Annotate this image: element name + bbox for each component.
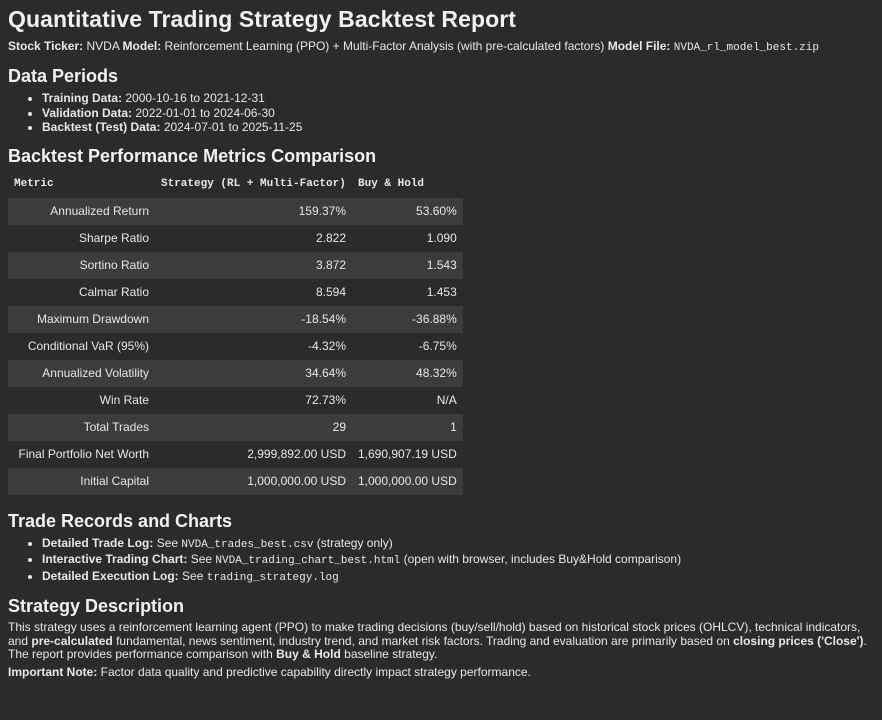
list-item: Training Data: 2000-10-16 to 2021-12-31 <box>42 91 874 106</box>
metric-name: Annualized Volatility <box>8 359 155 387</box>
list-item: Validation Data: 2022-01-01 to 2024-06-3… <box>42 106 874 121</box>
list-item: Interactive Trading Chart: See NVDA_trad… <box>42 552 874 569</box>
period-label: Validation Data: <box>42 105 133 120</box>
metrics-heading: Backtest Performance Metrics Comparison <box>8 145 377 166</box>
buyhold-value: 1.453 <box>426 285 457 299</box>
record-pre: See <box>182 568 204 583</box>
model-file-label: Model File: <box>607 39 671 53</box>
table-row: Initial Capital 1,000,000.00 USD 1,000,000… <box>8 467 463 495</box>
table-header-row: Metric Strategy (RL + Multi-Factor) Buy … <box>8 171 463 198</box>
table-row: Total Trades 29 1 <box>8 413 463 441</box>
trade-records-list: Detailed Trade Log: See NVDA_trades_best… <box>8 536 874 586</box>
strategy-value: -18.54% <box>155 305 352 333</box>
report-meta: Stock Ticker: NVDA Model: Reinforcement … <box>8 39 874 54</box>
strategy-value: 72.73% <box>305 393 346 407</box>
record-post: (open with browser, includes Buy&Hold co… <box>403 552 682 566</box>
metric-name: Win Rate <box>99 393 149 407</box>
period-value: 2024-07-01 to 2025-11-25 <box>163 120 303 134</box>
desc-text: baseline strategy. <box>344 647 438 661</box>
buyhold-value: -6.75% <box>418 339 457 353</box>
metric-name: Sharpe Ratio <box>78 231 149 245</box>
list-item: Detailed Execution Log: See trading_stra… <box>42 569 874 586</box>
report-page: Quantitative Trading Strategy Backtest R… <box>0 0 882 679</box>
metric-name: Calmar Ratio <box>78 285 149 299</box>
ticker-label: Stock Ticker: <box>8 39 84 53</box>
record-label: Interactive Trading Chart: <box>42 552 188 566</box>
buyhold-value: N/A <box>436 393 457 407</box>
metric-name: Annualized Return <box>8 197 155 225</box>
period-value: 2022-01-01 to 2024-06-30 <box>135 105 275 120</box>
desc-emphasis: closing prices ('Close') <box>733 633 864 648</box>
metric-name: Maximum Drawdown <box>8 305 155 333</box>
metric-name: Conditional VaR (95%) <box>27 339 149 353</box>
record-post: (strategy only) <box>316 535 393 550</box>
model-label: Model: <box>122 39 162 53</box>
buyhold-value: 1.543 <box>352 251 463 279</box>
data-periods-heading: Data Periods <box>8 66 119 86</box>
table-row: Annualized Volatility 34.64% 48.32% <box>8 359 463 387</box>
table-row: Final Portfolio Net Worth 2,999,892.00 US… <box>8 441 463 468</box>
buyhold-value: 48.32% <box>352 359 463 387</box>
file-name: trading_strategy.log <box>206 571 339 584</box>
table-row: Sortino Ratio 3.872 1.543 <box>8 251 463 279</box>
list-item: Backtest (Test) Data: 2024-07-01 to 2025… <box>42 120 874 135</box>
metrics-table: Metric Strategy (RL + Multi-Factor) Buy … <box>8 171 463 495</box>
note-text: Factor data quality and predictive capab… <box>100 664 531 679</box>
note-label: Important Note: <box>8 664 98 679</box>
table-row: Win Rate 72.73% N/A <box>8 387 463 414</box>
buyhold-value: 1,000,000.00 USD <box>352 467 463 495</box>
buyhold-value: 1,690,907.19 USD <box>358 447 457 461</box>
record-label: Detailed Execution Log: <box>42 568 179 583</box>
strategy-value: 3.872 <box>155 251 352 279</box>
important-note: Important Note: Factor data quality and … <box>8 664 874 680</box>
column-header: Metric <box>14 177 54 190</box>
record-pre: See <box>190 552 213 566</box>
file-name: NVDA_trades_best.csv <box>181 538 314 551</box>
model-value: Reinforcement Learning (PPO) + Multi-Fac… <box>164 39 605 53</box>
table-row: Maximum Drawdown -18.54% -36.88% <box>8 305 463 333</box>
desc-text: . The report provides performance compar… <box>8 633 867 661</box>
metrics-table-body: Annualized Return 159.37% 53.60% Sharpe Ra… <box>8 197 463 495</box>
strategy-value: 8.594 <box>315 285 346 299</box>
record-pre: See <box>156 535 179 550</box>
period-label: Backtest (Test) Data: <box>42 120 161 134</box>
strategy-value: 34.64% <box>155 359 352 387</box>
data-periods-list: Training Data: 2000-10-16 to 2021-12-31 … <box>8 91 874 135</box>
strategy-value: 1,000,000.00 USD <box>155 467 352 495</box>
desc-text: fundamental, news sentiment, industry tr… <box>116 633 730 648</box>
file-name: NVDA_trading_chart_best.html <box>215 555 401 567</box>
strategy-value: 2.822 <box>315 231 346 245</box>
period-label: Training Data: <box>42 91 123 105</box>
record-label: Detailed Trade Log: <box>42 535 154 550</box>
desc-emphasis: pre-calculated <box>31 633 113 648</box>
column-header: Strategy (RL + Multi-Factor) <box>161 177 346 190</box>
table-row: Annualized Return 159.37% 53.60% <box>8 197 463 225</box>
period-value: 2000-10-16 to 2021-12-31 <box>125 91 265 105</box>
desc-text: This strategy uses a reinforcement learn… <box>8 620 861 648</box>
description-heading: Strategy Description <box>8 596 185 616</box>
ticker-value: NVDA <box>86 39 120 53</box>
buyhold-value: -36.88% <box>352 305 463 333</box>
table-row: Sharpe Ratio 2.822 1.090 <box>8 225 463 252</box>
metric-name: Sortino Ratio <box>8 251 155 279</box>
model-file-value: NVDA_rl_model_best.zip <box>673 42 819 54</box>
column-header: Buy & Hold <box>358 177 425 190</box>
trade-records-heading: Trade Records and Charts <box>8 510 233 531</box>
metric-name: Initial Capital <box>8 467 155 495</box>
table-row: Conditional VaR (95%) -4.32% -6.75% <box>8 333 463 360</box>
metric-name: Final Portfolio Net Worth <box>18 447 150 461</box>
description-paragraph: This strategy uses a reinforcement learn… <box>8 620 874 662</box>
list-item: Detailed Trade Log: See NVDA_trades_best… <box>42 536 874 553</box>
strategy-value: -4.32% <box>307 339 346 353</box>
page-title: Quantitative Trading Strategy Backtest R… <box>8 6 517 32</box>
strategy-value: 29 <box>155 413 352 441</box>
buyhold-value: 53.60% <box>352 197 463 225</box>
strategy-value: 159.37% <box>155 197 352 225</box>
strategy-value: 2,999,892.00 USD <box>247 447 346 461</box>
desc-emphasis: Buy & Hold <box>276 647 341 661</box>
buyhold-value: 1 <box>352 413 463 441</box>
metric-name: Total Trades <box>8 413 155 441</box>
table-row: Calmar Ratio 8.594 1.453 <box>8 279 463 306</box>
buyhold-value: 1.090 <box>426 231 457 245</box>
